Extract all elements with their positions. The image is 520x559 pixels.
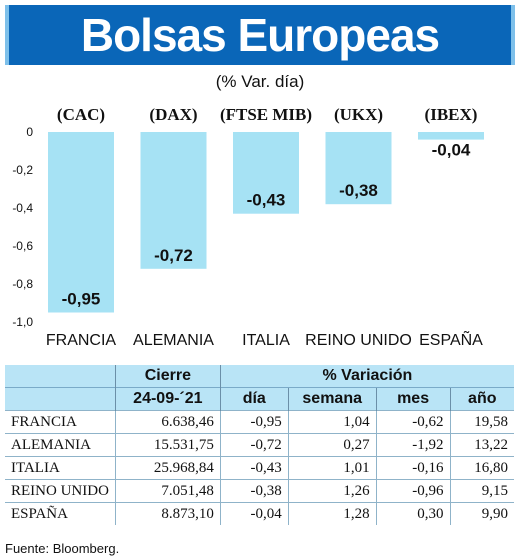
table-header-columns: 24-09-´21 día semana mes año xyxy=(5,387,514,411)
row-week: 1,26 xyxy=(287,479,377,503)
table-col-ano: año xyxy=(449,387,514,411)
table-header-variacion: % Variación xyxy=(219,365,514,388)
index-label: (FTSE MIB) xyxy=(220,105,312,124)
row-day: -0,95 xyxy=(219,410,289,434)
bar xyxy=(325,132,392,205)
row-country: ESPAÑA xyxy=(5,502,116,525)
value-label: -0,95 xyxy=(62,290,101,309)
y-tick-label: -0,2 xyxy=(12,163,33,177)
row-close: 8.873,10 xyxy=(114,502,221,525)
bar xyxy=(233,132,299,214)
table-col-blank xyxy=(5,387,116,411)
row-day: -0,43 xyxy=(219,456,289,480)
category-label: ALEMANIA xyxy=(133,332,214,349)
row-year: 9,15 xyxy=(449,479,514,503)
row-month: -0,16 xyxy=(375,456,451,480)
table-col-dia: día xyxy=(219,387,289,411)
row-week: 1,28 xyxy=(287,502,377,525)
table-col-mes: mes xyxy=(375,387,451,411)
bar xyxy=(48,132,114,313)
table-row: ESPAÑA 8.873,10 -0,04 1,28 0,30 9,90 xyxy=(5,502,514,525)
table-header-group: Cierre % Variación xyxy=(5,365,514,388)
row-day: -0,04 xyxy=(219,502,289,525)
index-label: (IBEX) xyxy=(425,105,478,124)
chart-subtitle: (% Var. día) xyxy=(215,72,305,91)
row-close: 25.968,84 xyxy=(114,456,221,480)
bar xyxy=(418,132,484,140)
category-label: REINO UNIDO xyxy=(305,332,412,349)
table-row: ALEMANIA 15.531,75 -0,72 0,27 -1,92 13,2… xyxy=(5,433,514,457)
row-country: FRANCIA xyxy=(5,410,116,434)
row-country: ITALIA xyxy=(5,456,116,480)
row-close: 7.051,48 xyxy=(114,479,221,503)
chart-title: Bolsas Europeas xyxy=(80,9,440,61)
table-header-cierre: Cierre xyxy=(114,365,221,388)
row-country: ALEMANIA xyxy=(5,433,116,457)
table-header-blank xyxy=(5,365,116,388)
y-tick-label: -0,4 xyxy=(12,201,33,215)
row-year: 13,22 xyxy=(449,433,514,457)
value-label: -0,38 xyxy=(339,181,378,200)
row-year: 16,80 xyxy=(449,456,514,480)
category-label: FRANCIA xyxy=(46,332,117,349)
row-close: 6.638,46 xyxy=(114,410,221,434)
row-year: 9,90 xyxy=(449,502,514,525)
table-col-semana: semana xyxy=(287,387,377,411)
value-label: -0,43 xyxy=(247,191,286,210)
row-day: -0,38 xyxy=(219,479,289,503)
row-year: 19,58 xyxy=(449,410,514,434)
index-label: (UKX) xyxy=(334,105,383,124)
row-close: 15.531,75 xyxy=(114,433,221,457)
y-tick-label: -0,8 xyxy=(12,277,33,291)
value-label: -0,04 xyxy=(432,141,471,160)
title-banner: Bolsas Europeas xyxy=(5,5,515,65)
row-month: -1,92 xyxy=(375,433,451,457)
row-country: REINO UNIDO xyxy=(5,479,116,503)
market-table: Cierre % Variación 24-09-´21 día semana … xyxy=(5,365,514,525)
category-label: ITALIA xyxy=(242,332,290,349)
table-row: REINO UNIDO 7.051,48 -0,38 1,26 -0,96 9,… xyxy=(5,479,514,503)
source-note: Fuente: Bloomberg. xyxy=(5,541,120,556)
bar-chart: 0 -0,2 -0,4 -0,6 -0,8 -1,0 (CAC) -0,95 FRANCIA (D… xyxy=(12,105,484,349)
row-week: 1,04 xyxy=(287,410,377,434)
bar xyxy=(140,132,207,269)
row-day: -0,72 xyxy=(219,433,289,457)
row-week: 1,01 xyxy=(287,456,377,480)
y-tick-label: -1,0 xyxy=(12,315,33,329)
category-label: ESPAÑA xyxy=(419,329,483,349)
row-month: -0,62 xyxy=(375,410,451,434)
table-row: FRANCIA 6.638,46 -0,95 1,04 -0,62 19,58 xyxy=(5,410,514,434)
index-label: (CAC) xyxy=(57,105,105,124)
row-month: -0,96 xyxy=(375,479,451,503)
row-month: 0,30 xyxy=(375,502,451,525)
index-label: (DAX) xyxy=(149,105,197,124)
y-tick-label: -0,6 xyxy=(12,239,33,253)
value-label: -0,72 xyxy=(154,246,193,265)
table-row: ITALIA 25.968,84 -0,43 1,01 -0,16 16,80 xyxy=(5,456,514,480)
table-col-date: 24-09-´21 xyxy=(114,387,221,411)
y-tick-label: 0 xyxy=(26,125,33,139)
row-week: 0,27 xyxy=(287,433,377,457)
